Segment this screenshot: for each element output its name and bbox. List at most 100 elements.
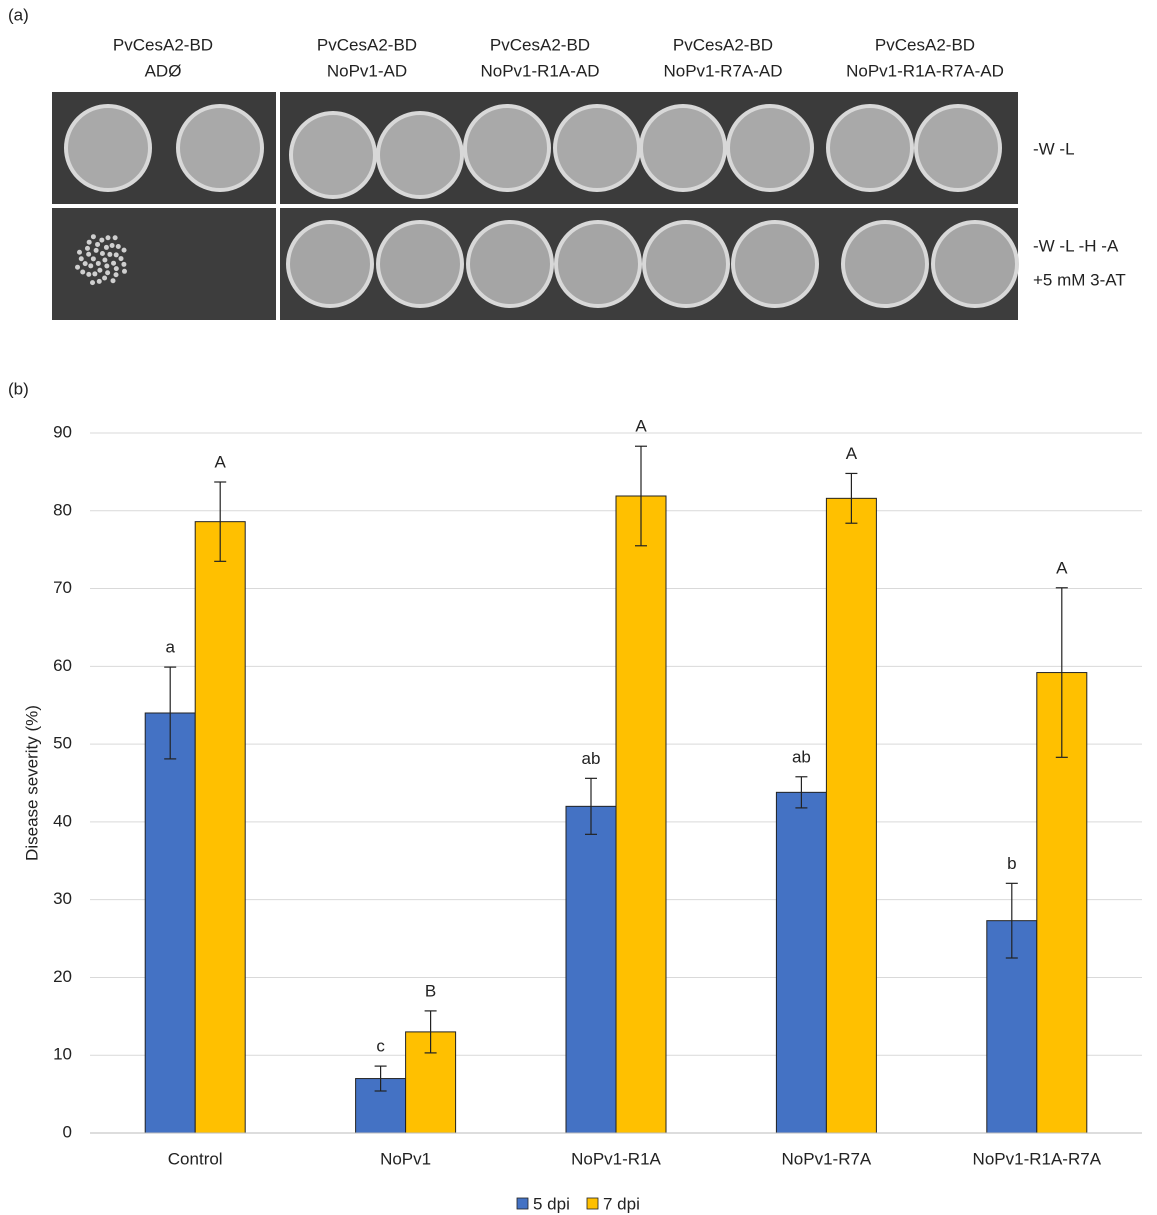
speck — [111, 260, 117, 266]
y-axis-label: Disease severity (%) — [22, 705, 41, 861]
colony — [826, 104, 914, 192]
column-header: PvCesA2-BD — [317, 35, 417, 54]
speck — [121, 261, 127, 267]
bar — [144, 712, 196, 1134]
speck — [95, 260, 101, 266]
y-tick-label: 40 — [53, 811, 72, 830]
legend-swatch — [586, 1197, 599, 1210]
x-tick-label: NoPv1-R7A — [782, 1149, 872, 1168]
colony — [841, 220, 929, 308]
speck — [92, 271, 98, 277]
legend-label: 7 dpi — [603, 1194, 640, 1213]
speck — [90, 280, 96, 286]
x-tick-label: NoPv1-R1A — [571, 1149, 661, 1168]
y-tick-label: 50 — [53, 734, 72, 753]
bar — [565, 805, 617, 1134]
x-tick-label: NoPv1 — [380, 1149, 431, 1168]
y-tick-label: 20 — [53, 967, 72, 986]
speck — [96, 278, 102, 284]
colony — [289, 111, 377, 199]
significance-letter: A — [846, 444, 858, 463]
column-header: PvCesA2-BD — [490, 35, 590, 54]
y-tick-label: 60 — [53, 656, 72, 675]
speck — [86, 239, 92, 245]
bar — [775, 791, 827, 1134]
colony — [64, 104, 152, 192]
y-tick-label: 30 — [53, 889, 72, 908]
speck — [90, 234, 96, 240]
column-header: PvCesA2-BD — [673, 35, 773, 54]
speck — [88, 263, 94, 269]
panel-label: (a) — [8, 5, 29, 24]
speck — [86, 271, 92, 277]
column-header: ADØ — [145, 61, 182, 80]
panel-label: (b) — [8, 379, 29, 398]
colony — [931, 220, 1019, 308]
colony — [553, 104, 641, 192]
speck — [118, 256, 124, 262]
speck — [107, 251, 113, 257]
column-header: NoPv1-AD — [327, 61, 407, 80]
colony — [726, 104, 814, 192]
bar — [194, 521, 246, 1134]
speck — [110, 278, 116, 284]
y-tick-label: 10 — [53, 1045, 72, 1064]
row-label: -W -L — [1033, 139, 1075, 158]
y-tick-label: 90 — [53, 422, 72, 441]
bar — [615, 495, 667, 1134]
colony — [176, 104, 264, 192]
speck — [78, 256, 84, 262]
speck — [113, 266, 119, 272]
speck — [105, 235, 111, 241]
column-header: PvCesA2-BD — [875, 35, 975, 54]
speck — [86, 251, 92, 257]
speck — [84, 245, 90, 251]
significance-letter: a — [165, 638, 175, 657]
colony — [554, 220, 642, 308]
row-label: -W -L -H -A — [1033, 236, 1119, 255]
speck — [121, 268, 127, 274]
speck — [115, 243, 121, 249]
speck — [97, 267, 103, 273]
significance-letter: A — [1056, 558, 1068, 577]
column-header: NoPv1-R7A-AD — [663, 61, 782, 80]
speck — [95, 241, 101, 247]
y-tick-label: 0 — [63, 1122, 72, 1141]
speck — [76, 249, 82, 255]
speck — [121, 247, 127, 253]
colony — [376, 111, 464, 199]
speck — [105, 270, 111, 276]
significance-letter: ab — [792, 747, 811, 766]
significance-letter: b — [1007, 854, 1016, 873]
speck — [109, 242, 115, 248]
significance-letter: B — [425, 981, 436, 1000]
colony — [642, 220, 730, 308]
speck — [93, 247, 99, 253]
speck — [99, 251, 105, 257]
row-label: +5 mM 3-AT — [1033, 270, 1126, 289]
speck — [82, 261, 88, 267]
legend-swatch — [516, 1197, 529, 1210]
bar — [825, 497, 877, 1134]
significance-letter: c — [376, 1037, 385, 1056]
significance-letter: A — [215, 452, 227, 471]
legend-label: 5 dpi — [533, 1194, 570, 1213]
colony — [466, 220, 554, 308]
speck — [103, 244, 109, 250]
speck — [113, 272, 119, 278]
y-tick-label: 70 — [53, 578, 72, 597]
speck — [102, 275, 108, 281]
column-header: NoPv1-R1A-R7A-AD — [846, 61, 1004, 80]
colony — [463, 104, 551, 192]
speck — [102, 257, 108, 263]
colony — [376, 220, 464, 308]
speck — [80, 269, 86, 275]
y-tick-label: 80 — [53, 500, 72, 519]
speck — [75, 264, 81, 270]
colony — [286, 220, 374, 308]
speck — [113, 252, 119, 258]
significance-letter: ab — [582, 749, 601, 768]
x-tick-label: NoPv1-R1A-R7A — [973, 1149, 1102, 1168]
speck — [99, 237, 105, 243]
